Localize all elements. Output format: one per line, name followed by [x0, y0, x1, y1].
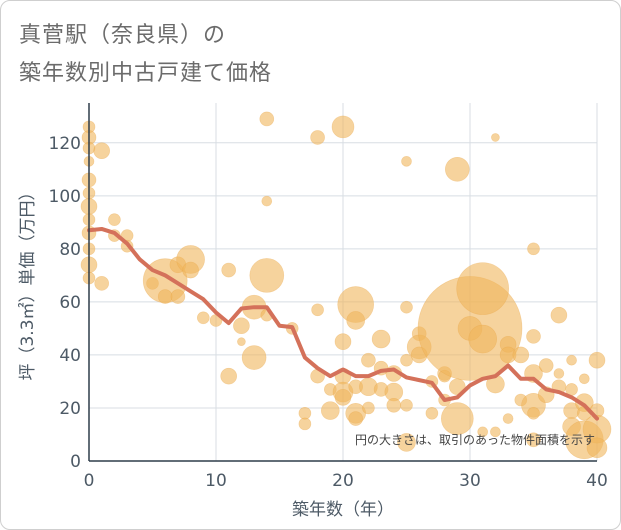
data-bubble	[553, 368, 565, 379]
data-bubble	[108, 213, 121, 226]
chart-title-line1: 真菅駅（奈良県）の	[19, 23, 227, 48]
data-bubble	[502, 413, 514, 424]
data-bubble	[249, 258, 285, 293]
y-tick-label: 0	[70, 452, 81, 472]
data-bubble	[261, 195, 273, 207]
y-tick-label: 80	[59, 240, 81, 260]
data-bubble	[241, 345, 267, 370]
data-bubble	[331, 115, 355, 139]
data-bubble	[94, 276, 109, 291]
tick-labels: 0 10 20 30 40 0 20 40 60 80 100 120	[49, 134, 608, 491]
data-bubble	[578, 373, 590, 385]
data-bubble	[400, 300, 413, 314]
data-bubble	[259, 111, 275, 127]
data-bubble	[444, 156, 470, 182]
y-tick-label: 120	[49, 134, 81, 154]
data-bubble	[550, 306, 568, 324]
x-tick-label: 30	[459, 471, 481, 491]
data-bubble	[566, 354, 577, 366]
data-bubble	[586, 437, 608, 459]
x-tick-label: 20	[332, 471, 354, 491]
y-axis-label: 坪（3.3㎡）単価（万円）	[18, 183, 38, 380]
data-bubble	[526, 432, 541, 448]
x-axis-label: 築年数（年）	[292, 500, 394, 520]
data-bubble	[170, 289, 186, 304]
data-bubble	[440, 402, 474, 435]
y-tick-label: 100	[49, 187, 81, 207]
y-tick-label: 40	[59, 346, 81, 366]
data-bubble	[362, 401, 375, 415]
data-bubble	[93, 142, 110, 160]
y-tick-label: 60	[59, 293, 81, 313]
data-bubble	[298, 406, 312, 420]
data-bubble	[527, 242, 540, 256]
data-bubble	[334, 333, 352, 350]
data-bubble	[527, 406, 540, 420]
data-bubble	[348, 411, 364, 426]
x-tick-label: 0	[84, 471, 95, 491]
data-bubble	[233, 317, 250, 335]
x-tick-label: 10	[205, 471, 227, 491]
data-bubble	[490, 426, 501, 438]
data-bubble	[361, 352, 376, 368]
data-bubble	[400, 399, 413, 412]
data-bubble	[310, 130, 325, 145]
data-bubble	[401, 156, 412, 167]
data-bubble	[197, 311, 210, 325]
data-bubble	[298, 417, 312, 431]
data-bubble	[371, 329, 391, 349]
data-bubble	[588, 351, 606, 369]
y-tick-label: 20	[59, 399, 81, 419]
data-bubble	[237, 337, 246, 346]
axes	[88, 103, 597, 462]
data-bubble	[491, 133, 500, 142]
size-annotation: 円の大きさは、取引のあった物件面積を示す	[355, 432, 595, 447]
data-bubble	[526, 329, 541, 344]
data-bubble	[400, 353, 413, 367]
data-bubble	[221, 262, 236, 278]
data-bubble	[456, 262, 510, 315]
data-bubble	[468, 324, 498, 354]
data-bubble	[512, 346, 530, 364]
data-bubble	[397, 433, 416, 452]
x-tick-label: 40	[586, 471, 608, 491]
data-bubble	[386, 398, 402, 413]
data-bubble	[220, 367, 237, 385]
data-bubble	[334, 389, 352, 406]
data-bubble	[425, 406, 439, 420]
data-bubble	[538, 358, 554, 373]
data-bubble	[346, 311, 366, 330]
data-bubble	[157, 289, 173, 304]
bubble-series	[80, 111, 612, 460]
trend-line	[87, 226, 599, 421]
data-bubble	[320, 401, 340, 420]
data-bubble	[311, 303, 324, 317]
data-bubble	[182, 261, 199, 279]
trend-series	[87, 226, 599, 421]
chart-title-line2: 築年数別中古戸建て価格	[19, 61, 273, 86]
data-bubble	[477, 426, 489, 438]
